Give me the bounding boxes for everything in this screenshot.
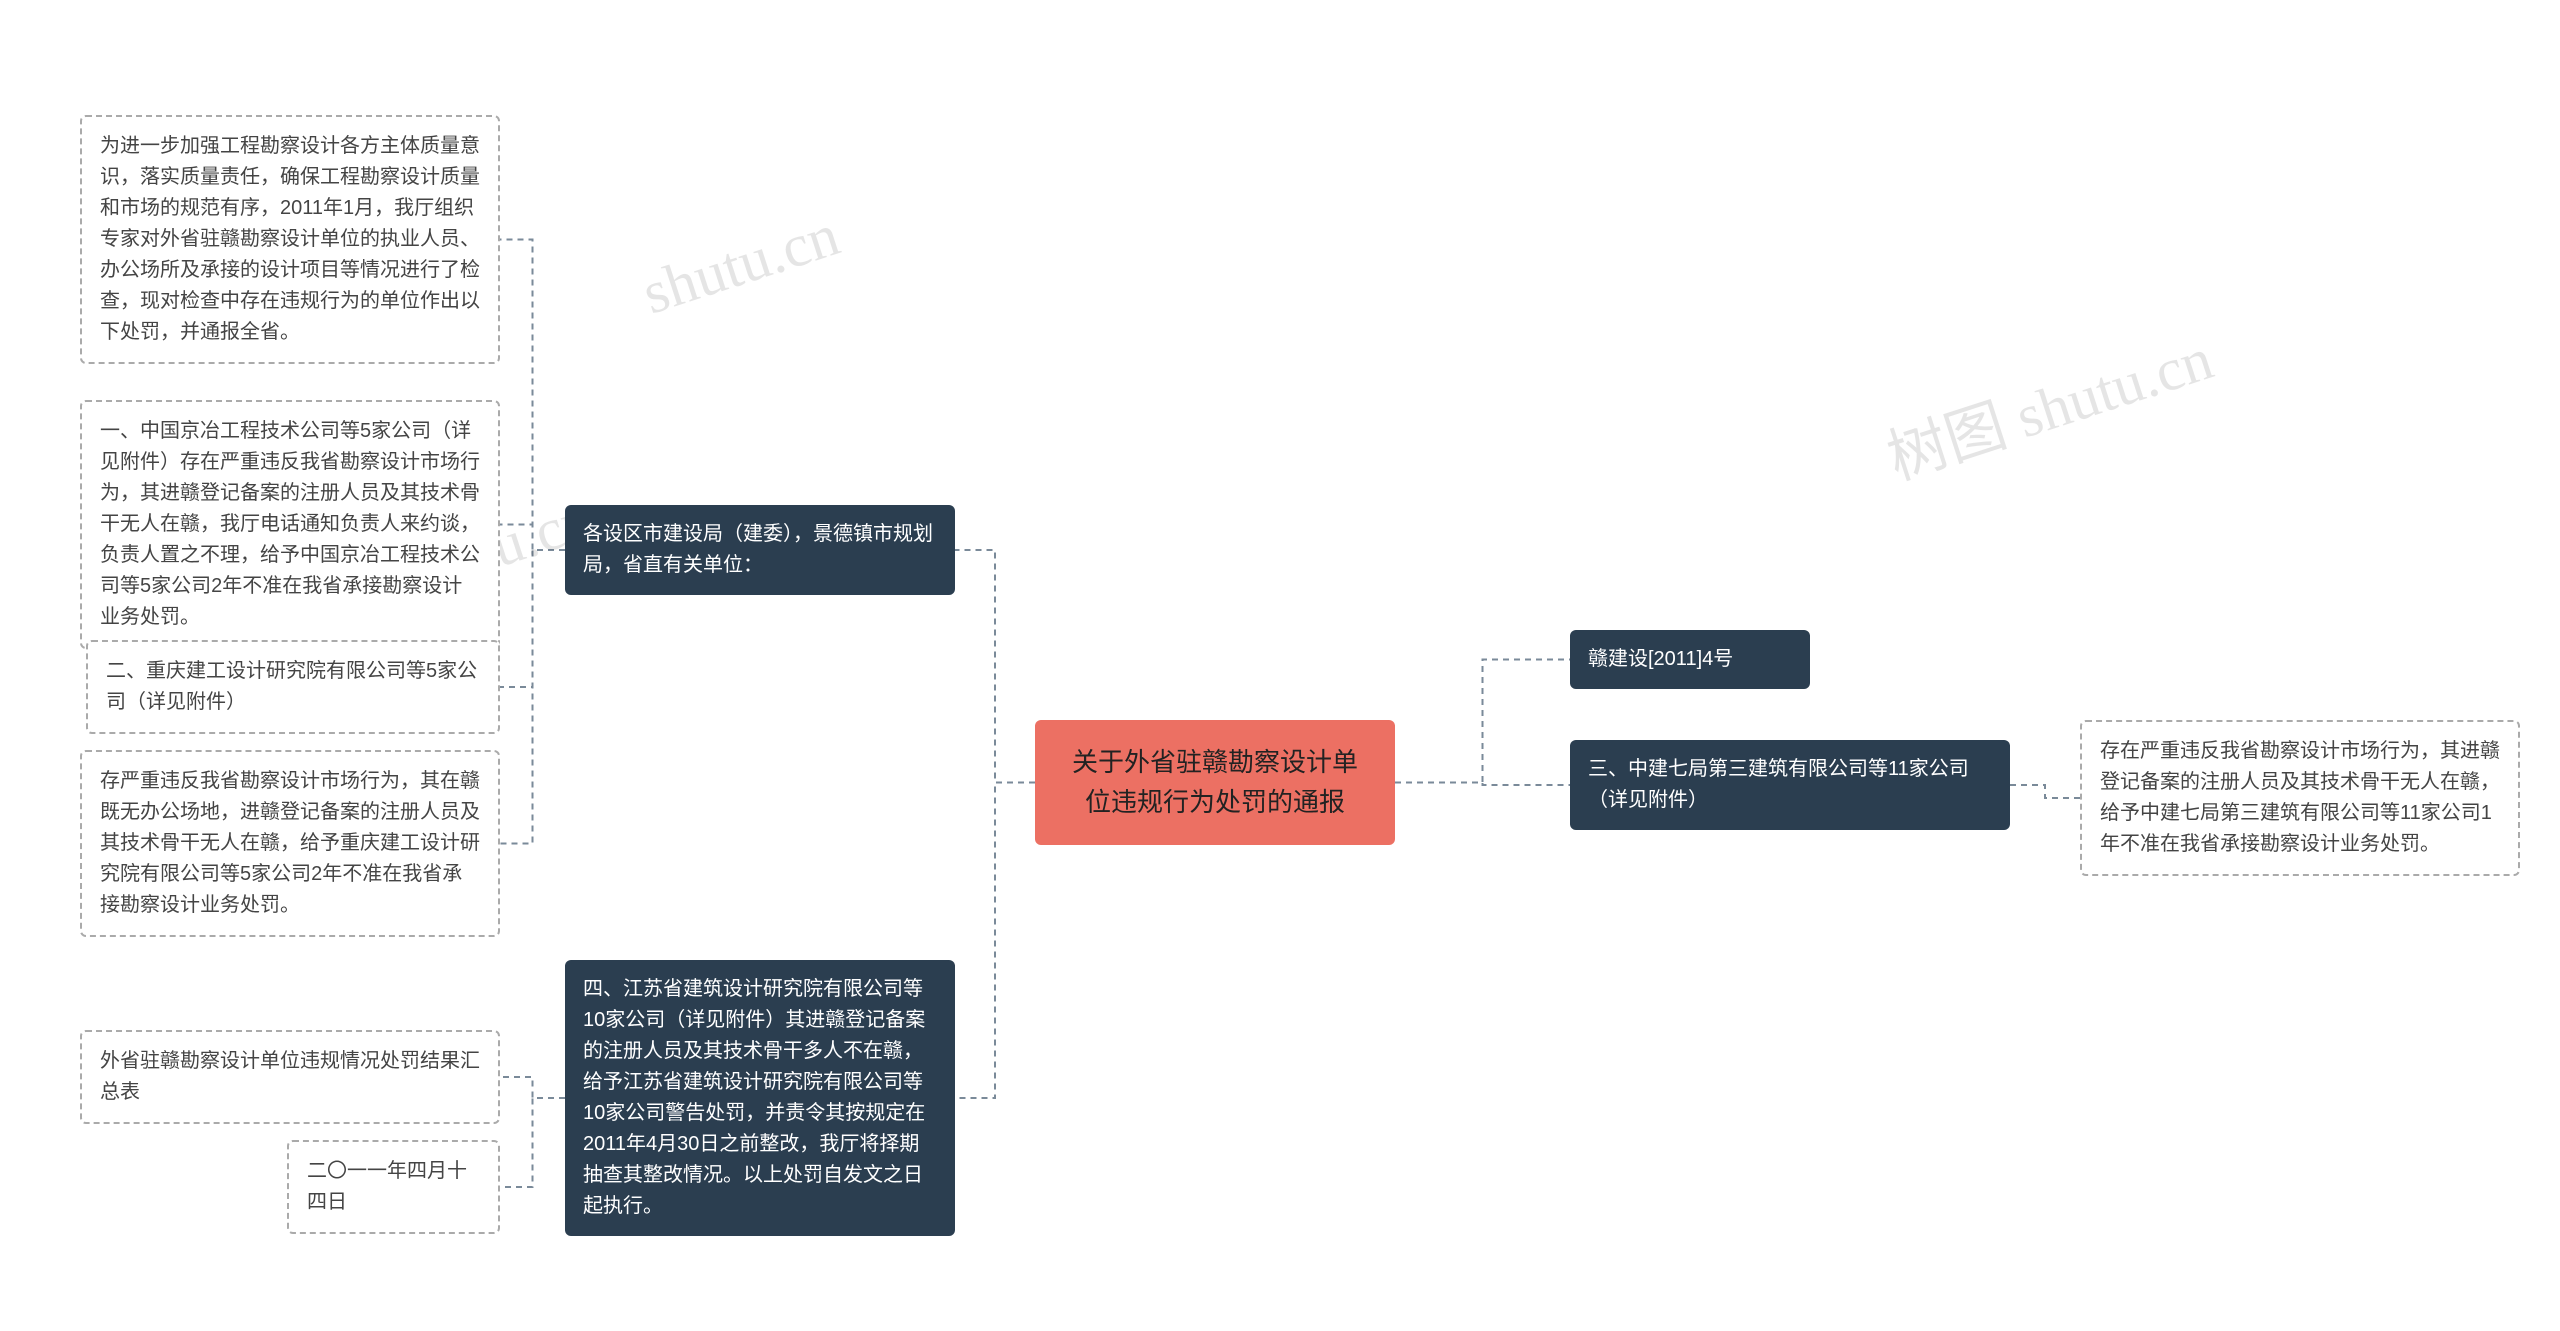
connector	[500, 550, 565, 687]
connector	[500, 240, 565, 551]
watermark: 树图 shutu.cn	[1875, 310, 2222, 497]
connector	[2010, 785, 2080, 798]
mindmap-node-l1a: 为进一步加强工程勘察设计各方主体质量意识，落实质量责任，确保工程勘察设计质量和市…	[80, 115, 500, 364]
connector	[1395, 783, 1570, 786]
mindmap-node-l1: 各设区市建设局（建委），景德镇市规划局，省直有关单位：	[565, 505, 955, 595]
connector	[955, 550, 1035, 783]
mindmap-node-r2a: 存在严重违反我省勘察设计市场行为，其进赣登记备案的注册人员及其技术骨干无人在赣，…	[2080, 720, 2520, 876]
mindmap-node-l1c: 二、重庆建工设计研究院有限公司等5家公司（详见附件）	[86, 640, 500, 734]
mindmap-node-l2a: 外省驻赣勘察设计单位违规情况处罚结果汇总表	[80, 1030, 500, 1124]
mindmap-node-l2: 四、江苏省建筑设计研究院有限公司等10家公司（详见附件）其进赣登记备案的注册人员…	[565, 960, 955, 1236]
mindmap-node-r2: 三、中建七局第三建筑有限公司等11家公司（详见附件）	[1570, 740, 2010, 830]
connector	[500, 525, 565, 551]
watermark: shutu.cn	[634, 201, 847, 329]
mindmap-node-l1d: 存严重违反我省勘察设计市场行为，其在赣既无办公场地，进赣登记备案的注册人员及其技…	[80, 750, 500, 937]
mindmap-node-r1: 赣建设[2011]4号	[1570, 630, 1810, 689]
mindmap-node-l2b: 二〇一一年四月十四日	[287, 1140, 500, 1234]
connector	[500, 1098, 565, 1187]
connector	[500, 550, 565, 844]
connector	[500, 1077, 565, 1098]
connector	[955, 783, 1035, 1099]
mindmap-node-l1b: 一、中国京冶工程技术公司等5家公司（详见附件）存在严重违反我省勘察设计市场行为，…	[80, 400, 500, 649]
center-node: 关于外省驻赣勘察设计单位违规行为处罚的通报	[1035, 720, 1395, 845]
connector	[1395, 660, 1570, 783]
